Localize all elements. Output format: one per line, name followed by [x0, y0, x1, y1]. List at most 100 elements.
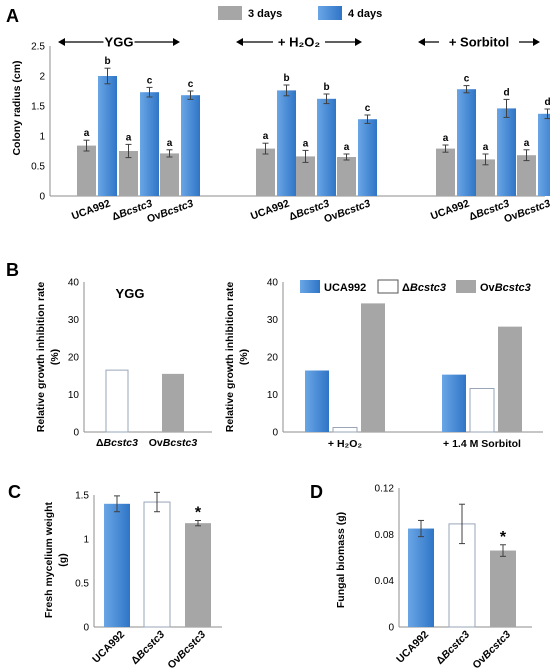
bar	[442, 374, 466, 432]
panel-b-left-title: YGG	[116, 286, 145, 301]
significance-letter: b	[283, 73, 289, 84]
significance-letter: a	[167, 138, 173, 149]
panel-a-y-tick-label: 2.5	[31, 42, 45, 53]
legend-label: UCA992	[324, 282, 366, 294]
bar-4-days	[181, 95, 200, 196]
panel-d-y-axis-label: Fungal biomass (g)	[335, 512, 347, 608]
bar-3-days	[476, 159, 495, 196]
legend-swatch-3-days	[218, 6, 242, 20]
panel-b-left-y-tick-label: 30	[68, 315, 80, 326]
significance-letter: b	[323, 82, 329, 93]
category-label: ΔBcstc3	[129, 629, 167, 667]
panel-b-right-y-tick-label: 20	[267, 353, 279, 364]
panel-c-y-tick-label: 1.5	[75, 491, 89, 502]
panel-b-right-y-tick-label: 40	[267, 278, 279, 289]
panel-label-d: D	[310, 482, 323, 502]
legend-swatch-4-days	[318, 6, 342, 20]
group-arrowhead-left	[58, 38, 65, 46]
legend-label: OvBcstc3	[480, 282, 531, 294]
category-label: OvBcstc3	[470, 629, 513, 669]
group-arrowhead-left	[418, 38, 425, 46]
category-label: UCA992	[429, 197, 471, 222]
bar-3-days	[160, 153, 179, 196]
panel-a-chart: Colony radius (cm) 0 0.5 1 1.5 2 2.5 3 days 4 d…	[11, 6, 550, 225]
significance-asterisk: *	[195, 505, 202, 522]
significance-letter: a	[344, 142, 350, 153]
category-label: ΔBcstc3	[96, 437, 138, 449]
bar-3-days	[119, 151, 138, 196]
significance-letter: d	[503, 87, 509, 98]
category-label: UCA992	[70, 197, 112, 222]
bar-3-days	[256, 148, 275, 196]
group-label: YGG	[105, 35, 134, 50]
significance-letter: a	[303, 138, 309, 149]
group-arrowhead-left	[236, 38, 243, 46]
bar	[104, 503, 130, 627]
significance-letter: c	[147, 75, 153, 86]
bar	[490, 550, 516, 627]
panel-label-c: C	[8, 482, 21, 502]
bar	[498, 326, 522, 432]
category-label: OvBcstc3	[165, 629, 208, 669]
panel-d-y-tick-label: 0	[388, 623, 394, 634]
group-label: + Sorbitol	[449, 35, 509, 50]
panel-a-y-tick-label: 2	[39, 72, 45, 83]
panel-d-y-tick-label: 0.12	[375, 484, 395, 495]
bar	[332, 427, 358, 433]
bar	[305, 370, 329, 432]
significance-letter: b	[104, 56, 110, 67]
panel-d-chart: 0 0.04 0.08 0.12 Fungal biomass (g) UCA992 ΔBc…	[335, 484, 532, 669]
bar-3-days	[296, 156, 315, 196]
bar	[162, 373, 184, 432]
bar-4-days	[457, 89, 476, 196]
category-label: OvBcstc3	[322, 197, 372, 225]
panel-c-y-tick-label: 0	[83, 623, 89, 634]
bar	[361, 303, 385, 432]
bar-4-days	[538, 113, 550, 196]
group-arrowhead-right	[173, 38, 180, 46]
significance-asterisk: *	[500, 529, 507, 546]
group-label: + H₂O₂	[278, 35, 320, 50]
bar-4-days	[497, 108, 516, 196]
bar	[185, 523, 211, 627]
bar-3-days	[517, 155, 536, 196]
bar	[105, 369, 129, 433]
significance-letter: d	[544, 97, 550, 108]
category-label: UCA992	[90, 629, 127, 666]
panel-b-right-y-axis-label: Relative growth inhibition rate (%)	[224, 282, 250, 433]
significance-letter: c	[365, 103, 371, 114]
panel-d-y-tick-label: 0.04	[375, 576, 395, 587]
legend-swatch	[377, 279, 399, 294]
bar-4-days	[277, 90, 296, 196]
category-label: UCA992	[249, 197, 291, 222]
panel-c-chart: 0 0.5 1 1.5 Fresh mycelium weight (g) UCA992 ΔB…	[43, 491, 222, 669]
bar	[469, 388, 495, 433]
legend-label-3-days: 3 days	[248, 8, 282, 20]
category-label: + H₂O₂	[328, 438, 362, 450]
bar-4-days	[317, 98, 336, 196]
panel-b-left-y-tick-label: 10	[68, 390, 80, 401]
group-arrowhead-right	[533, 38, 540, 46]
category-label: OvBcstc3	[502, 197, 550, 225]
significance-letter: c	[188, 79, 194, 90]
panel-b-right-y-tick-label: 10	[267, 390, 279, 401]
panel-d-y-tick-label: 0.08	[375, 530, 395, 541]
significance-letter: a	[483, 142, 489, 153]
bar	[143, 501, 171, 628]
panel-b-left-y-tick-label: 40	[68, 278, 80, 289]
panel-b-left-chart: YGG 0 10 20 30 40 Relative growth inhibition …	[35, 278, 212, 449]
bar-3-days	[77, 145, 96, 196]
panel-a-y-tick-label: 1.5	[31, 102, 45, 113]
panel-c-y-tick-label: 1	[83, 535, 89, 546]
category-label: ΔBcstc3	[434, 629, 472, 667]
panel-b-left-y-tick-label: 0	[73, 428, 79, 439]
category-label: OvBcstc3	[149, 437, 198, 449]
bar-3-days	[337, 157, 356, 196]
panel-b-right-chart: 0 10 20 30 40 Relative growth inhibition rate…	[224, 278, 543, 450]
legend-label: ΔBcstc3	[402, 282, 446, 294]
legend-label-4-days: 4 days	[348, 8, 382, 20]
legend-swatch	[456, 280, 476, 293]
panel-a-y-tick-label: 0.5	[31, 162, 45, 173]
significance-letter: a	[524, 138, 530, 149]
panel-c-y-axis-label: Fresh mycelium weight (g)	[43, 501, 69, 618]
